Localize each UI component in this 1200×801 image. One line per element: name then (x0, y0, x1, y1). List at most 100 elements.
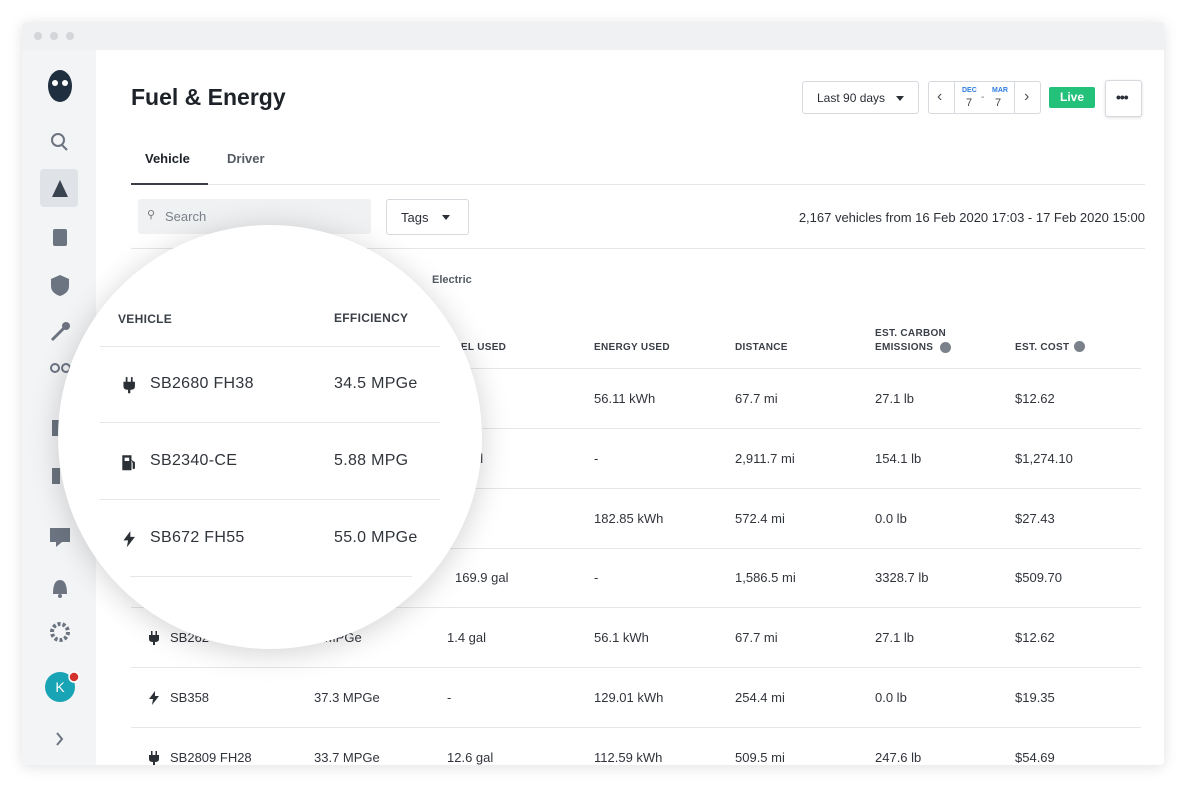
cell: 2,911.7 mi (735, 451, 795, 466)
mag-divider (100, 499, 440, 500)
cell: 254.4 mi (735, 690, 785, 705)
cell: $19.35 (1015, 690, 1055, 705)
mag-header: EFFICIENCY (334, 311, 409, 325)
row-divider (131, 607, 1141, 608)
tab[interactable]: Vehicle (145, 151, 190, 166)
mag-cell: 34.5 MPGe (334, 375, 418, 392)
bolt-icon (123, 530, 135, 548)
cell: 37.3 MPGe (314, 690, 380, 705)
column-header: ENERGY USED (594, 342, 670, 353)
column-header: EST. COST (1015, 342, 1070, 353)
summary: 2,167 vehicles from 16 Feb 2020 17:03 - … (798, 210, 1145, 225)
date-picker: ‹ › DEC 7- MAR 7 (928, 81, 1041, 114)
date-sep: - (981, 92, 985, 103)
sidebar-icons (40, 70, 80, 746)
info-icon (1074, 341, 1085, 352)
tags-dropdown: Tags (386, 199, 469, 235)
cell: $12.62 (1015, 630, 1055, 645)
mag-cell: 5.88 MPG (334, 452, 409, 469)
mag-divider (100, 346, 440, 347)
cell: SB2809 FH28 (170, 750, 252, 765)
search-icon: ⚲ (147, 209, 156, 221)
from-month: DEC (962, 87, 977, 94)
cell: 247.6 lb (875, 750, 922, 765)
cell: - (447, 690, 452, 705)
cell: $54.69 (1015, 750, 1055, 765)
header-divider (131, 368, 1141, 369)
row-divider (131, 667, 1141, 668)
cell: 129.01 kWh (594, 690, 664, 705)
caret (442, 215, 450, 220)
avatar-initial: K (55, 679, 65, 695)
cell: $1,274.10 (1015, 451, 1073, 466)
mag-cell: SB2340-CE (150, 452, 238, 469)
more-dots: ••• (1116, 89, 1129, 105)
cell: 0.0 lb (875, 511, 907, 526)
next-arrow: › (1024, 88, 1030, 105)
mag-cell: SB672 FH55 (150, 529, 245, 546)
prev-arrow: ‹ (937, 88, 943, 105)
tags-label: Tags (401, 210, 429, 225)
cell: 572.4 mi (735, 511, 785, 526)
row-divider (131, 727, 1141, 728)
cell: 509.5 mi (735, 750, 785, 765)
fuel-icon (122, 455, 135, 471)
cell: 67.7 mi (735, 630, 778, 645)
mag-cell: SB2680 FH38 (150, 375, 254, 392)
more-button: ••• (1105, 80, 1142, 117)
cell: 33.7 MPGe (314, 750, 380, 765)
tabs-divider (131, 184, 1145, 185)
row-divider (131, 548, 1141, 549)
cell: 112.59 kWh (594, 750, 663, 765)
range-dropdown: Last 90 days (802, 81, 919, 114)
cell: 182.85 kWh (594, 511, 664, 526)
tab[interactable]: Driver (227, 151, 265, 166)
search-box: ⚲ Search (138, 199, 371, 234)
info-icon (940, 342, 951, 353)
plug-icon (149, 631, 159, 645)
page-title: Fuel & Energy (131, 84, 286, 110)
bolt-icon (149, 691, 159, 705)
cell: 56.1 kWh (594, 630, 649, 645)
sep-right (1014, 82, 1015, 113)
search-placeholder: Search (165, 209, 207, 224)
cell: $27.43 (1015, 511, 1055, 526)
column-header: FUEL USED (447, 342, 507, 353)
cell: 154.1 lb (875, 451, 922, 466)
title-bar (22, 22, 1164, 50)
to-month: MAR (992, 87, 1008, 94)
cell: $12.62 (1015, 391, 1055, 406)
magnifier: VEHICLE EFFICIENCY SB2680 FH38 34.5 MPGe SB2… (58, 225, 482, 649)
to-day: 7 (995, 97, 1002, 109)
window-dots (34, 32, 74, 40)
row-divider (131, 488, 1141, 489)
column-header: DISTANCE (735, 342, 788, 353)
filters-divider (131, 248, 1145, 249)
column-header: EST. CARBON EMISSIONS (875, 328, 947, 353)
plug-icon (149, 751, 159, 765)
cell: 1.4 gal (447, 630, 487, 645)
cell: - (594, 570, 599, 585)
cell: - (594, 451, 599, 466)
tab-underline (131, 183, 208, 185)
cell: 3328.7 lb (875, 570, 929, 585)
live-badge: Live (1049, 87, 1095, 108)
cell: $509.70 (1015, 570, 1062, 585)
sep-left (954, 82, 955, 113)
plug-icon (123, 376, 135, 394)
mag-divider (130, 576, 412, 577)
cell: 27.1 lb (875, 391, 915, 406)
row-divider (131, 428, 1141, 429)
mag-divider (100, 422, 440, 423)
cell: 27.1 lb (875, 630, 915, 645)
cell: 67.7 mi (735, 391, 778, 406)
subfilter: Electric (432, 274, 472, 286)
mag-cell: 55.0 MPGe (334, 529, 418, 546)
cell: 0.0 lb (875, 690, 907, 705)
caret (896, 96, 904, 101)
from-day: 7 (966, 97, 973, 109)
range-label: Last 90 days (817, 91, 886, 105)
cell: 56.11 kWh (594, 391, 656, 406)
mag-header: VEHICLE (118, 312, 173, 326)
